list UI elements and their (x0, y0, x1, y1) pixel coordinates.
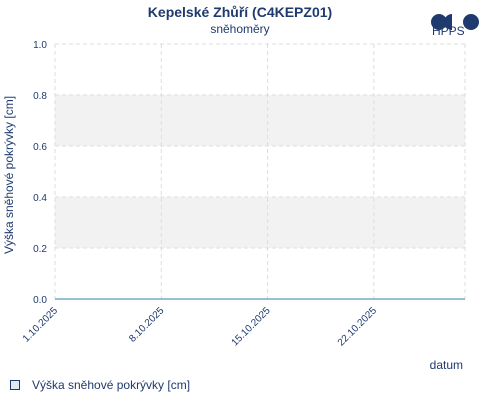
grid-lines (54, 43, 466, 299)
y-tick-label: 0.4 (33, 193, 47, 204)
plot-band (55, 197, 465, 248)
x-tick-labels: 1.10.2025 8.10.2025 15.10.2025 22.10.2025 (21, 305, 379, 348)
y-tick-label: 0.0 (33, 295, 47, 306)
x-tick-label: 1.10.2025 (21, 305, 61, 345)
y-axis-label: Výška sněhové pokrývky [cm] (2, 96, 16, 254)
y-tick-labels: 0.0 0.2 0.4 0.6 0.8 1.0 (33, 40, 47, 306)
chart-subtitle: sněhoměry (210, 22, 270, 36)
hpps-logo-icon (431, 14, 479, 30)
logo-text: HPPS (432, 24, 465, 38)
plot-band (55, 95, 465, 146)
y-tick-label: 0.2 (33, 244, 47, 255)
x-tick-label: 15.10.2025 (230, 305, 273, 348)
legend-swatch (10, 380, 20, 390)
y-tick-label: 0.6 (33, 142, 47, 153)
chart-title: Kepelské Zhůří (C4KEPZ01) (147, 4, 333, 20)
x-tick-label: 22.10.2025 (336, 305, 379, 348)
plot-bands (55, 95, 465, 248)
y-tick-label: 0.8 (33, 91, 47, 102)
x-axis-label: datum (430, 358, 463, 372)
x-tick-label: 8.10.2025 (127, 305, 167, 345)
legend[interactable]: Výška sněhové pokrývky [cm] (10, 378, 190, 392)
legend-label: Výška sněhové pokrývky [cm] (32, 378, 191, 392)
y-tick-label: 1.0 (33, 40, 47, 51)
